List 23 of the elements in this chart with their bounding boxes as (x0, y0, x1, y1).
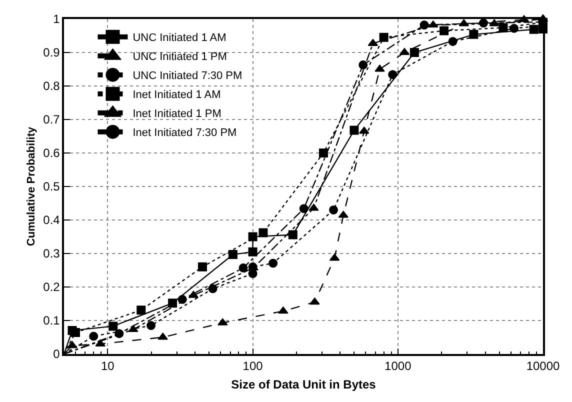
y-tick-label: 0.9 (43, 46, 60, 60)
y-tick-label: 0.2 (43, 280, 60, 294)
x-tick-label: 10000 (526, 359, 560, 374)
y-tick-label: 0.5 (43, 180, 60, 194)
legend-label: Inet Initiated 7:30 PM (132, 127, 237, 140)
x-axis-title: Size of Data Unit in Bytes (231, 378, 376, 392)
y-tick-label: 0 (53, 347, 60, 362)
y-tick-label: 0.8 (43, 79, 60, 94)
legend-label: Inet Initiated 1 AM (132, 89, 221, 102)
y-tick-label: 0.3 (43, 246, 60, 261)
legend-label: UNC Initiated 1 AM (132, 32, 226, 44)
legend-label: UNC Initiated 1 PM (132, 51, 227, 64)
x-tick-label: 10 (101, 359, 115, 374)
y-tick-label: 1 (53, 12, 60, 26)
y-axis-title: Cumulative Probability (25, 126, 38, 246)
x-tick-label: 1000 (384, 359, 412, 374)
legend-label: Inet Initiated 1 PM (132, 108, 222, 120)
x-tick-label: 100 (242, 359, 264, 374)
y-tick-label: 0.7 (43, 112, 60, 127)
legend-label: UNC Initiated 7:30 PM (132, 70, 242, 82)
y-tick-label: 0.6 (43, 146, 60, 160)
y-tick-label: 0.4 (43, 213, 60, 228)
y-tick-label: 0.1 (43, 314, 60, 328)
